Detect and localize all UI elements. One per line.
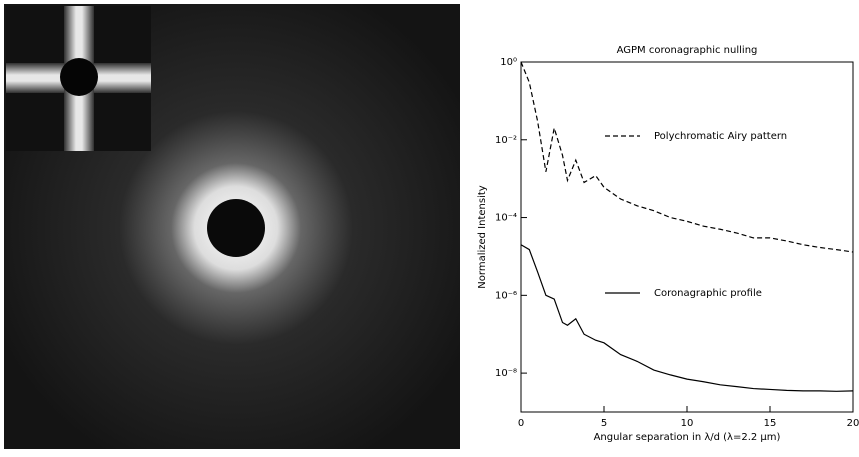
x-tick-label: 0 <box>518 418 524 429</box>
y-tick-label: 10⁻⁸ <box>495 368 517 379</box>
x-tick-label: 5 <box>601 418 607 429</box>
x-tick-label: 10 <box>681 418 694 429</box>
x-axis-label: Angular separation in λ/d (λ=2.2 μm) <box>594 432 781 443</box>
x-tick-label: 20 <box>847 418 859 429</box>
y-tick-label: 10⁻⁴ <box>495 213 517 224</box>
series-line <box>520 61 854 253</box>
y-tick-label: 10⁰ <box>500 57 517 68</box>
legend-label: Coronagraphic profile <box>654 288 762 299</box>
dark-center <box>207 199 265 257</box>
y-tick-label: 10⁻⁶ <box>495 290 517 301</box>
series-line <box>520 244 854 392</box>
legend-label: Polychromatic Airy pattern <box>654 131 787 142</box>
inset-image <box>6 6 151 151</box>
y-tick-label: 10⁻² <box>495 135 517 146</box>
chart-title: AGPM coronagraphic nulling <box>617 45 758 56</box>
y-axis-label: Normalized Intensity <box>477 185 488 288</box>
plot-frame <box>520 61 854 413</box>
x-tick-label: 15 <box>764 418 777 429</box>
